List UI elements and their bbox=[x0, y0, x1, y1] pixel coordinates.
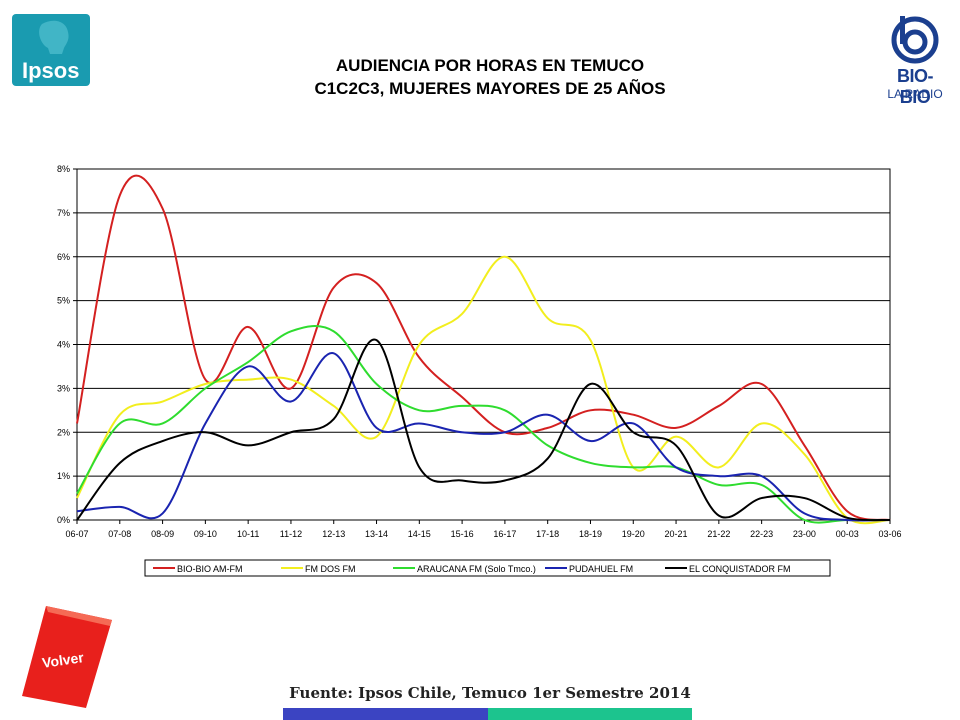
y-tick-label: 0% bbox=[57, 515, 70, 525]
legend-label: BIO-BIO AM-FM bbox=[177, 564, 243, 574]
x-tick-label: 18-19 bbox=[579, 529, 602, 539]
x-tick-label: 17-18 bbox=[536, 529, 559, 539]
series-line-4 bbox=[76, 352, 891, 522]
x-tick-label: 20-21 bbox=[665, 529, 688, 539]
x-tick-label: 14-15 bbox=[408, 529, 431, 539]
x-tick-label: 08-09 bbox=[151, 529, 174, 539]
biobio-logo: BIO-BIO LA RADIO bbox=[884, 14, 946, 107]
legend-label: FM DOS FM bbox=[305, 564, 356, 574]
x-tick-label: 03-06 bbox=[878, 529, 901, 539]
source-note: Fuente: Ipsos Chile, Temuco 1er Semestre… bbox=[289, 684, 691, 702]
ipsos-head-icon bbox=[39, 20, 69, 55]
x-tick-label: 23-00 bbox=[793, 529, 816, 539]
y-tick-label: 8% bbox=[57, 164, 70, 174]
audience-line-chart: 0% 1% 2% 3% 4% 5% 6% 7% 8% 06-07 07-08 08-09 09-10 10… bbox=[57, 164, 902, 577]
volver-shape-icon bbox=[22, 606, 112, 708]
x-tick-label: 07-08 bbox=[108, 529, 131, 539]
title-line-1: AUDIENCIA POR HORAS EN TEMUCO bbox=[335, 56, 645, 75]
legend-label: EL CONQUISTADOR FM bbox=[689, 564, 791, 574]
y-tick-label: 5% bbox=[57, 296, 70, 306]
y-tick-label: 7% bbox=[57, 208, 70, 218]
ipsos-logo: Ipsos bbox=[12, 14, 90, 86]
biobio-logo-subtitle: LA RADIO bbox=[887, 87, 943, 101]
x-tick-label: 10-11 bbox=[237, 529, 259, 539]
legend-box bbox=[144, 559, 831, 577]
series-line-3 bbox=[76, 325, 890, 524]
x-tick-label: 09-10 bbox=[194, 529, 217, 539]
x-tick-label: 11-12 bbox=[280, 529, 302, 539]
y-tick-label: 4% bbox=[57, 340, 70, 350]
y-tick-label: 3% bbox=[57, 383, 70, 393]
x-tick-label: 16-17 bbox=[493, 529, 516, 539]
x-tick-label: 06-07 bbox=[65, 529, 88, 539]
series-line-5 bbox=[76, 338, 891, 522]
legend-label: ARAUCANA FM (Solo Tmco.) bbox=[417, 564, 536, 574]
x-tick-label: 22-23 bbox=[750, 529, 773, 539]
volver-button[interactable]: Volver bbox=[22, 604, 112, 708]
x-tick-label: 00-03 bbox=[836, 529, 859, 539]
legend-label: PUDAHUEL FM bbox=[569, 564, 633, 574]
y-tick-label: 2% bbox=[57, 427, 70, 437]
y-tick-label: 1% bbox=[57, 471, 70, 481]
x-tick-label: 12-13 bbox=[322, 529, 345, 539]
biobio-logo-name: BIO-BIO bbox=[897, 66, 934, 107]
y-tick-label: 6% bbox=[57, 252, 70, 262]
footer-bar-blue bbox=[283, 708, 488, 720]
x-tick-label: 13-14 bbox=[365, 529, 388, 539]
x-tick-label: 21-22 bbox=[707, 529, 730, 539]
footer-bar-teal bbox=[488, 708, 692, 720]
page-title: AUDIENCIA POR HORAS EN TEMUCO C1C2C3, MU… bbox=[200, 54, 780, 100]
biobio-circle-icon bbox=[891, 16, 939, 64]
x-tick-label: 15-16 bbox=[451, 529, 474, 539]
title-line-2: C1C2C3, MUJERES MAYORES DE 25 AÑOS bbox=[314, 79, 666, 98]
series-line-1 bbox=[76, 174, 891, 521]
x-tick-label: 19-20 bbox=[622, 529, 645, 539]
ipsos-logo-text: Ipsos bbox=[22, 58, 80, 83]
